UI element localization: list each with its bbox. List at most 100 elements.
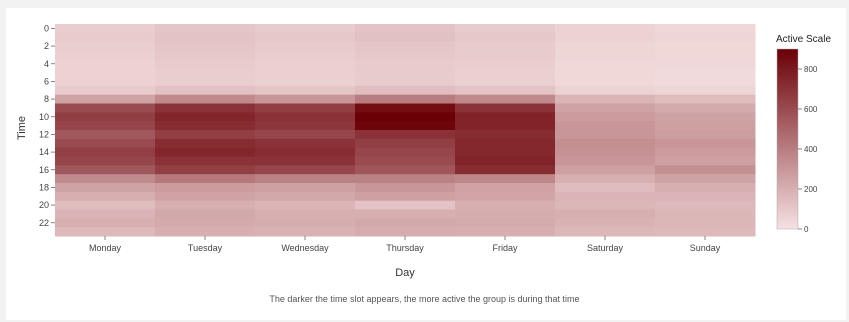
y-tick-label: 4 [44, 59, 49, 69]
legend-tick-label: 0 [804, 225, 809, 234]
x-axis: Monday Tuesday Wednesday Thursday Friday Satu… [89, 236, 721, 253]
heatmap-cell [655, 227, 756, 237]
y-axis-label: Time [16, 116, 28, 140]
heatmap-cell [655, 59, 756, 69]
heatmap-cell [55, 32, 156, 43]
x-tick-label: Saturday [587, 243, 624, 253]
heatmap-cell [55, 183, 156, 193]
heatmap-cell [655, 94, 756, 104]
heatmap-cell [655, 156, 756, 166]
heatmap-cell [55, 200, 156, 210]
heatmap-cell [55, 209, 156, 219]
heatmap-cell [155, 183, 256, 193]
heatmap-cell [355, 24, 456, 34]
y-tick-label: 8 [44, 94, 49, 104]
heatmap-cell [355, 121, 456, 131]
heatmap-cell [455, 68, 556, 78]
heatmap-cell [455, 138, 556, 149]
heatmap-cell [255, 218, 356, 228]
heatmap-cell [55, 147, 156, 157]
heatmap-cell [255, 200, 356, 210]
heatmap-cell [555, 103, 656, 113]
heatmap-cell [455, 183, 556, 193]
heatmap-cell [255, 59, 356, 69]
heatmap-cell [655, 147, 756, 157]
x-tick-label: Friday [492, 243, 518, 253]
heatmap-cell [655, 32, 756, 43]
heatmap-cell [155, 59, 256, 69]
heatmap-cell [655, 218, 756, 228]
heatmap-cell [255, 50, 356, 60]
heatmap-cell [555, 174, 656, 184]
heatmap-cell [255, 121, 356, 131]
heatmap-cell [655, 209, 756, 219]
y-tick-label: 14 [39, 147, 49, 157]
heatmap-cell [55, 77, 156, 87]
heatmap-cell [555, 112, 656, 122]
heatmap-cell [155, 130, 256, 140]
heatmap-cell [255, 32, 356, 43]
heatmap-cell [555, 156, 656, 166]
heatmap-cell [555, 68, 656, 78]
heatmap-cell [355, 41, 456, 51]
heatmap-cell [655, 68, 756, 78]
legend-tick-label: 600 [804, 105, 818, 114]
heatmap-cell [555, 147, 656, 157]
y-tick-label: 0 [44, 23, 49, 33]
heatmap-cell [355, 77, 456, 87]
heatmap-cell [455, 24, 556, 34]
heatmap-cell [455, 50, 556, 60]
heatmap-cell [355, 200, 456, 210]
heatmap-cell [155, 138, 256, 149]
heatmap-cell [555, 59, 656, 69]
heatmap-cell [455, 227, 556, 237]
legend-tick-label: 400 [804, 145, 818, 154]
heatmap-cell [255, 112, 356, 122]
heatmap-cell [555, 138, 656, 149]
heatmap-cell [155, 156, 256, 166]
heatmap-cell [255, 209, 356, 219]
heatmap-cell [455, 41, 556, 51]
y-tick-label: 18 [39, 182, 49, 192]
heatmap-cell [55, 156, 156, 166]
heatmap-cell [355, 103, 456, 113]
heatmap-cell [255, 103, 356, 113]
legend-color-bar [776, 48, 799, 230]
heatmap-cell [555, 41, 656, 51]
heatmap-cell [255, 94, 356, 104]
heatmap-cell [55, 227, 156, 237]
heatmap-cell [455, 59, 556, 69]
heatmap-cell [155, 41, 256, 51]
heatmap-cell [155, 121, 256, 131]
heatmap-cell [255, 77, 356, 87]
heatmap-cell [55, 165, 156, 175]
y-tick-label: 2 [44, 41, 49, 51]
heatmap-cell [55, 85, 156, 96]
heatmap-cell [55, 24, 156, 34]
x-tick-label: Monday [89, 243, 122, 253]
heatmap-cell [455, 130, 556, 140]
heatmap-cell [255, 191, 356, 202]
heatmap-cell [355, 165, 456, 175]
heatmap-cell [655, 130, 756, 140]
heatmap-cell [255, 138, 356, 149]
heatmap-cell [455, 32, 556, 43]
heatmap-cell [555, 85, 656, 96]
heatmap-cell [55, 191, 156, 202]
heatmap-cell [255, 68, 356, 78]
x-tick-label: Tuesday [188, 243, 223, 253]
heatmap-cell [155, 200, 256, 210]
heatmap-cell [155, 209, 256, 219]
heatmap-cell [555, 50, 656, 60]
heatmap-cell [455, 121, 556, 131]
heatmap-cell [255, 24, 356, 34]
heatmap-cell [55, 59, 156, 69]
heatmap-cell [155, 94, 256, 104]
heatmap-cell [355, 130, 456, 140]
heatmap-cell [455, 200, 556, 210]
heatmap-cells [55, 24, 756, 237]
heatmap-cell [555, 24, 656, 34]
heatmap-cell [155, 218, 256, 228]
heatmap-cell [255, 165, 356, 175]
heatmap-cell [555, 130, 656, 140]
